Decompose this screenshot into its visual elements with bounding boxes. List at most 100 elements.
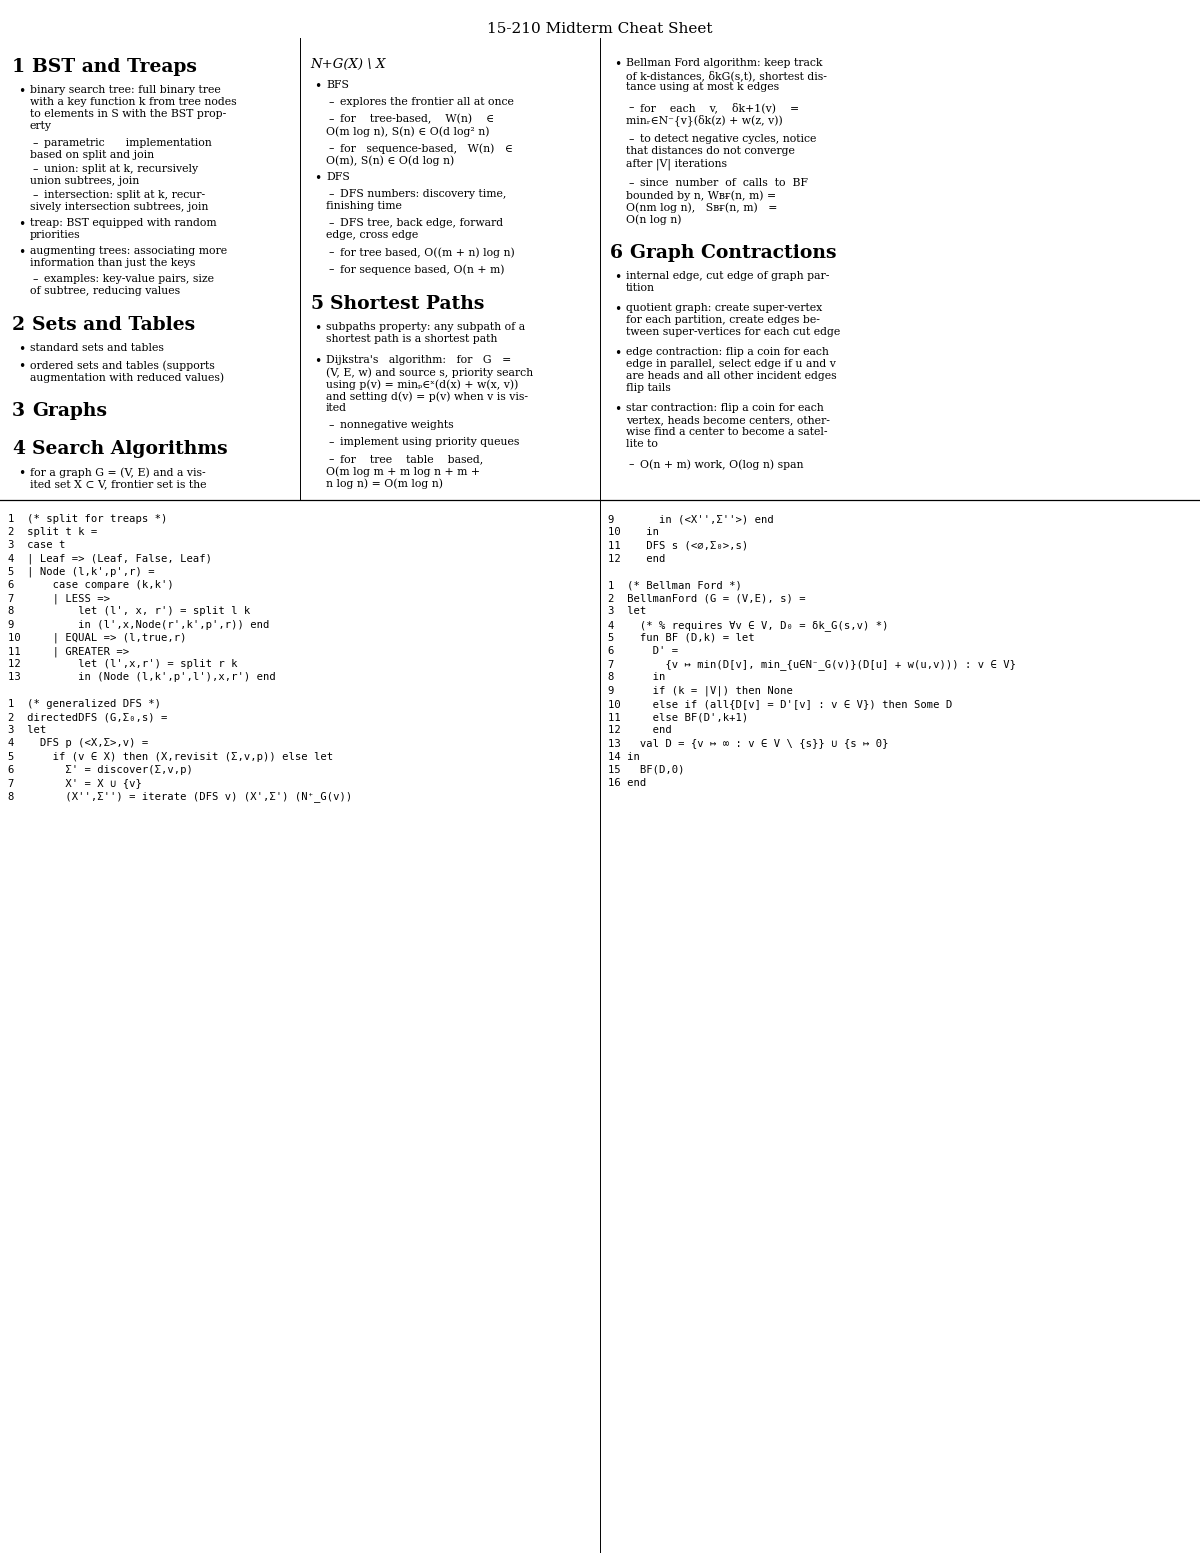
Text: nonnegative weights: nonnegative weights (340, 419, 454, 430)
Text: 2: 2 (12, 315, 25, 334)
Text: 2  split t k =: 2 split t k = (8, 526, 97, 537)
Text: 3  case t: 3 case t (8, 540, 65, 550)
Text: intersection: split at k, recur-: intersection: split at k, recur- (44, 189, 205, 200)
Text: 2  BellmanFord (G = (V,E), s) =: 2 BellmanFord (G = (V,E), s) = (608, 593, 805, 603)
Text: flip tails: flip tails (626, 384, 671, 393)
Text: –: – (32, 189, 37, 200)
Text: –: – (628, 179, 634, 188)
Text: for    tree-based,    W(n)    ∈: for tree-based, W(n) ∈ (340, 113, 494, 124)
Text: for    tree    table    based,: for tree table based, (340, 453, 484, 464)
Text: 7        X' = X ∪ {v}: 7 X' = X ∪ {v} (8, 778, 142, 787)
Text: O(n + m) work, O(log n) span: O(n + m) work, O(log n) span (640, 460, 804, 469)
Text: 2  directedDFS (G,Σ₀,s) =: 2 directedDFS (G,Σ₀,s) = (8, 711, 167, 722)
Text: 13   val D = {v ↦ ∞ : v ∈ V \ {s}} ∪ {s ↦ 0}: 13 val D = {v ↦ ∞ : v ∈ V \ {s}} ∪ {s ↦ … (608, 738, 888, 749)
Text: •: • (314, 356, 322, 368)
Text: –: – (328, 96, 334, 107)
Text: 12     end: 12 end (608, 725, 672, 735)
Text: 4  | Leaf => (Leaf, False, Leaf): 4 | Leaf => (Leaf, False, Leaf) (8, 553, 212, 564)
Text: –: – (328, 436, 334, 447)
Text: –: – (328, 113, 334, 124)
Text: 9      if (k = |V|) then None: 9 if (k = |V|) then None (608, 685, 793, 696)
Text: 1  (* split for treaps *): 1 (* split for treaps *) (8, 514, 167, 523)
Text: erty: erty (30, 121, 52, 130)
Text: DFS tree, back edge, forward: DFS tree, back edge, forward (340, 217, 503, 228)
Text: –: – (32, 273, 37, 284)
Text: –: – (328, 217, 334, 228)
Text: quotient graph: create super-vertex: quotient graph: create super-vertex (626, 303, 822, 314)
Text: for a graph G = (V, E) and a vis-: for a graph G = (V, E) and a vis- (30, 467, 205, 478)
Text: 5    fun BF (D,k) = let: 5 fun BF (D,k) = let (608, 632, 755, 643)
Text: implement using priority queues: implement using priority queues (340, 436, 520, 447)
Text: union: split at k, recursively: union: split at k, recursively (44, 165, 198, 174)
Text: finishing time: finishing time (326, 200, 402, 211)
Text: 5      if (v ∈ X) then (X,revisit (Σ,v,p)) else let: 5 if (v ∈ X) then (X,revisit (Σ,v,p)) el… (8, 752, 334, 761)
Text: edge in parallel, select edge if u and v: edge in parallel, select edge if u and v (626, 359, 836, 370)
Text: Search Algorithms: Search Algorithms (32, 439, 228, 458)
Text: tition: tition (626, 283, 655, 294)
Text: •: • (614, 303, 622, 315)
Text: •: • (614, 402, 622, 416)
Text: lite to: lite to (626, 439, 658, 449)
Text: 16 end: 16 end (608, 778, 647, 787)
Text: that distances do not converge: that distances do not converge (626, 146, 794, 155)
Text: •: • (614, 346, 622, 360)
Text: 15   BF(D,0): 15 BF(D,0) (608, 764, 684, 775)
Text: tance using at most k edges: tance using at most k edges (626, 82, 779, 92)
Text: •: • (614, 57, 622, 71)
Text: for each partition, create edges be-: for each partition, create edges be- (626, 315, 820, 325)
Text: 6        Σ' = discover(Σ,v,p): 6 Σ' = discover(Σ,v,p) (8, 764, 193, 775)
Text: –: – (628, 102, 634, 112)
Text: 6      case compare (k,k'): 6 case compare (k,k') (8, 579, 174, 590)
Text: Graph Contractions: Graph Contractions (630, 244, 836, 262)
Text: for    each    v,    δk+1(v)    =: for each v, δk+1(v) = (640, 102, 799, 113)
Text: sively intersection subtrees, join: sively intersection subtrees, join (30, 202, 209, 213)
Text: 1  (* Bellman Ford *): 1 (* Bellman Ford *) (608, 579, 742, 590)
Text: Graphs: Graphs (32, 402, 107, 419)
Text: O(m log m + m log n + m +: O(m log m + m log n + m + (326, 466, 480, 477)
Text: internal edge, cut edge of graph par-: internal edge, cut edge of graph par- (626, 272, 829, 281)
Text: •: • (18, 343, 25, 356)
Text: since  number  of  calls  to  BF: since number of calls to BF (640, 179, 808, 188)
Text: •: • (614, 272, 622, 284)
Text: for tree based, O((m + n) log n): for tree based, O((m + n) log n) (340, 247, 515, 258)
Text: –: – (328, 453, 334, 464)
Text: •: • (18, 360, 25, 373)
Text: treap: BST equipped with random: treap: BST equipped with random (30, 217, 217, 228)
Text: –: – (32, 165, 37, 174)
Text: after |V| iterations: after |V| iterations (626, 158, 727, 169)
Text: –: – (328, 143, 334, 154)
Text: •: • (18, 85, 25, 98)
Text: 15-210 Midterm Cheat Sheet: 15-210 Midterm Cheat Sheet (487, 22, 713, 36)
Text: O(m log n), S(n) ∈ O(d log² n): O(m log n), S(n) ∈ O(d log² n) (326, 126, 490, 137)
Text: 3  let: 3 let (608, 606, 647, 617)
Text: 8      in: 8 in (608, 672, 665, 682)
Text: for sequence based, O(n + m): for sequence based, O(n + m) (340, 264, 504, 275)
Text: of k-distances, δkG(s,t), shortest dis-: of k-distances, δkG(s,t), shortest dis- (626, 70, 827, 81)
Text: •: • (314, 172, 322, 185)
Text: edge, cross edge: edge, cross edge (326, 230, 419, 241)
Text: BST and Treaps: BST and Treaps (32, 57, 197, 76)
Text: 11     else BF(D',k+1): 11 else BF(D',k+1) (608, 711, 749, 722)
Text: 7      | LESS =>: 7 | LESS => (8, 593, 110, 604)
Text: augmentation with reduced values): augmentation with reduced values) (30, 373, 224, 382)
Text: 12         let (l',x,r') = split r k: 12 let (l',x,r') = split r k (8, 658, 238, 669)
Text: to detect negative cycles, notice: to detect negative cycles, notice (640, 134, 816, 144)
Text: •: • (18, 467, 25, 480)
Text: n log n) = O(m log n): n log n) = O(m log n) (326, 478, 443, 489)
Text: based on split and join: based on split and join (30, 151, 154, 160)
Text: explores the frontier all at once: explores the frontier all at once (340, 96, 514, 107)
Text: 5: 5 (310, 295, 323, 314)
Text: Shortest Paths: Shortest Paths (330, 295, 485, 314)
Text: union subtrees, join: union subtrees, join (30, 175, 139, 186)
Text: –: – (628, 460, 634, 469)
Text: N+G(X) \ X: N+G(X) \ X (310, 57, 385, 71)
Text: 8        (X'',Σ'') = iterate (DFS v) (X',Σ') (N⁺_G(v)): 8 (X'',Σ'') = iterate (DFS v) (X',Σ') (N… (8, 790, 353, 801)
Text: priorities: priorities (30, 230, 80, 241)
Text: binary search tree: full binary tree: binary search tree: full binary tree (30, 85, 221, 95)
Text: shortest path is a shortest path: shortest path is a shortest path (326, 334, 497, 345)
Text: Sets and Tables: Sets and Tables (32, 315, 196, 334)
Text: with a key function k from tree nodes: with a key function k from tree nodes (30, 96, 236, 107)
Text: •: • (18, 245, 25, 259)
Text: 6: 6 (610, 244, 623, 262)
Text: 10     | EQUAL => (l,true,r): 10 | EQUAL => (l,true,r) (8, 632, 186, 643)
